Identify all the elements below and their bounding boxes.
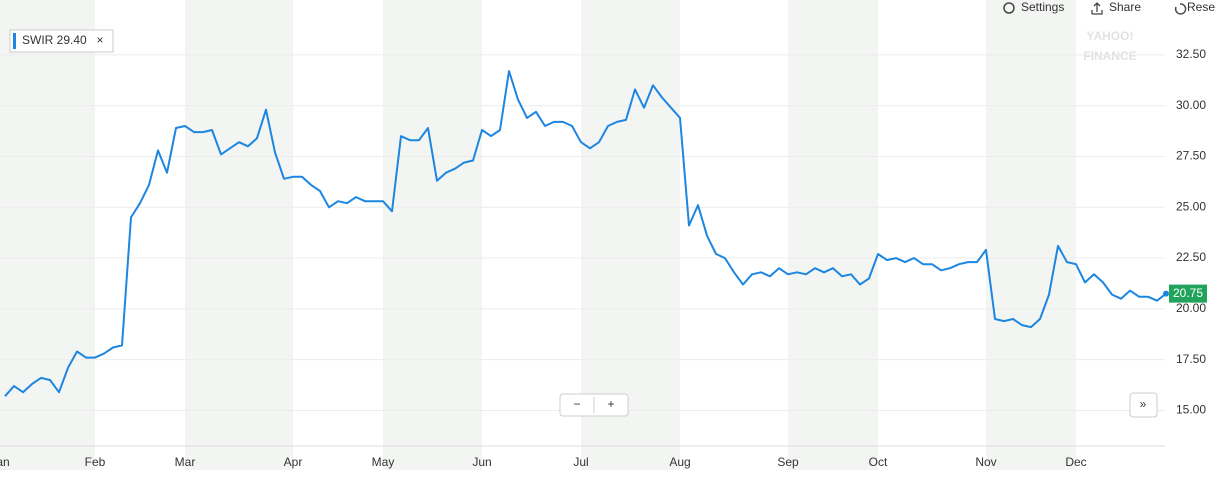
share-icon[interactable] bbox=[1091, 2, 1103, 15]
more-box bbox=[1129, 392, 1158, 418]
month-band bbox=[383, 0, 482, 470]
last-price-label: 20.75 bbox=[1173, 286, 1203, 300]
month-band bbox=[0, 0, 95, 470]
y-tick-label: 30.00 bbox=[1176, 98, 1206, 112]
legend-label: SWIR 29.40 bbox=[22, 33, 87, 47]
logo-sub: FINANCE bbox=[1083, 49, 1136, 63]
month-band bbox=[581, 0, 680, 470]
legend-swatch bbox=[13, 33, 16, 49]
legend: SWIR 29.40 × bbox=[9, 29, 114, 53]
x-tick-label: May bbox=[372, 455, 395, 469]
y-tick-label: 17.50 bbox=[1176, 352, 1206, 366]
month-band bbox=[986, 0, 1076, 470]
last-point bbox=[1163, 290, 1169, 297]
x-tick-label: Sep bbox=[777, 455, 799, 469]
zoom-in[interactable]: + bbox=[607, 397, 614, 411]
legend-box bbox=[9, 29, 114, 53]
x-tick-label: Apr bbox=[284, 455, 303, 469]
more-button[interactable]: » bbox=[1140, 397, 1147, 411]
legend-close[interactable]: × bbox=[96, 33, 103, 47]
zoom-out[interactable]: − bbox=[573, 397, 580, 411]
y-tick-label: 32.50 bbox=[1176, 47, 1206, 61]
toolbar: Settings Share Rese bbox=[1003, 0, 1215, 15]
x-tick-label: Nov bbox=[975, 455, 996, 469]
x-tick-label: Aug bbox=[669, 455, 690, 469]
reset-icon[interactable] bbox=[1174, 3, 1187, 15]
x-tick-label: Jun bbox=[472, 455, 491, 469]
reset-button[interactable]: Rese bbox=[1187, 0, 1215, 14]
x-tick-label: Dec bbox=[1065, 455, 1086, 469]
zoom-control: − + bbox=[559, 393, 629, 417]
y-tick-label: 27.50 bbox=[1176, 149, 1206, 163]
y-tick-label: 25.00 bbox=[1176, 199, 1206, 213]
month-band bbox=[185, 0, 293, 470]
share-button[interactable]: Share bbox=[1109, 0, 1141, 14]
x-tick-label: Jul bbox=[573, 455, 588, 469]
logo: YAHOO! bbox=[1087, 29, 1134, 43]
price-line bbox=[4, 70, 1167, 397]
settings-icon[interactable] bbox=[1003, 2, 1015, 14]
x-tick-label: Mar bbox=[175, 455, 196, 469]
y-tick-label: 22.50 bbox=[1176, 250, 1206, 264]
settings-button[interactable]: Settings bbox=[1021, 0, 1064, 14]
y-tick-label: 20.00 bbox=[1176, 301, 1206, 315]
x-tick-label: Feb bbox=[85, 455, 106, 469]
x-tick-label: Oct bbox=[869, 455, 888, 469]
y-tick-label: 15.00 bbox=[1176, 403, 1206, 417]
month-band bbox=[788, 0, 878, 470]
last-price-box bbox=[1169, 284, 1207, 303]
x-tick-label: Jan bbox=[0, 455, 10, 469]
